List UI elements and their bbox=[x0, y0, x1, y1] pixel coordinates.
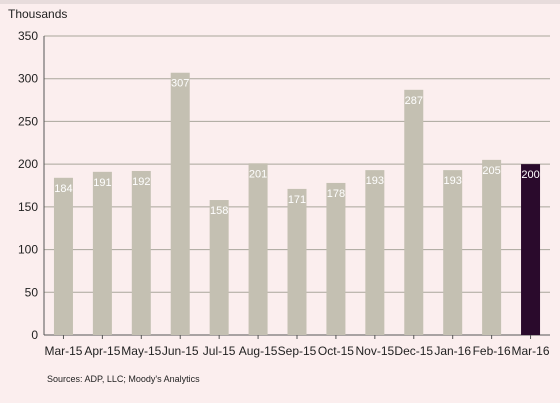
x-tick-label: Apr-15 bbox=[84, 344, 120, 358]
data-label: 201 bbox=[249, 168, 267, 180]
data-label: 193 bbox=[444, 175, 462, 187]
x-tick-label: Mar-15 bbox=[44, 344, 82, 358]
source-note: Sources: ADP, LLC; Moody's Analytics bbox=[47, 374, 200, 384]
bar bbox=[92, 171, 112, 335]
bar bbox=[365, 170, 385, 335]
y-tick-label: 0 bbox=[31, 328, 38, 342]
data-label: 205 bbox=[482, 165, 500, 177]
y-tick-label: 350 bbox=[18, 29, 38, 43]
y-tick-label: 300 bbox=[18, 72, 38, 86]
bar bbox=[53, 177, 73, 335]
y-tick-label: 50 bbox=[25, 285, 39, 299]
data-label: 184 bbox=[54, 183, 72, 195]
y-tick-label: 250 bbox=[18, 114, 38, 128]
x-tick-label: Jul-15 bbox=[203, 344, 236, 358]
data-label: 192 bbox=[132, 176, 150, 188]
data-label: 200 bbox=[521, 169, 539, 181]
bar bbox=[209, 200, 229, 335]
y-tick-label: 150 bbox=[18, 200, 38, 214]
x-tick-label: Oct-15 bbox=[318, 344, 354, 358]
y-tick-label: 100 bbox=[18, 243, 38, 257]
data-label: 178 bbox=[327, 188, 345, 200]
data-label: 193 bbox=[366, 175, 384, 187]
x-tick-label: Aug-15 bbox=[239, 344, 278, 358]
x-tick-label: May-15 bbox=[121, 344, 161, 358]
y-tick-label: 200 bbox=[18, 157, 38, 171]
bar bbox=[170, 72, 190, 335]
data-label: 287 bbox=[405, 95, 423, 107]
x-tick-label: Jan-16 bbox=[434, 344, 471, 358]
x-tick-label: Nov-15 bbox=[356, 344, 395, 358]
x-tick-label: Mar-16 bbox=[512, 344, 550, 358]
top-border bbox=[0, 0, 560, 4]
data-label: 158 bbox=[210, 205, 228, 217]
bar bbox=[482, 159, 502, 335]
bar bbox=[287, 188, 307, 335]
x-tick-label: Jun-15 bbox=[162, 344, 199, 358]
bar bbox=[404, 89, 424, 335]
bar bbox=[521, 164, 541, 335]
bar bbox=[131, 170, 151, 335]
bar bbox=[326, 182, 346, 335]
x-tick-label: Feb-16 bbox=[473, 344, 511, 358]
data-label: 307 bbox=[171, 78, 189, 90]
data-label: 171 bbox=[288, 194, 306, 206]
y-axis-label: Thousands bbox=[8, 7, 68, 21]
bar bbox=[443, 170, 463, 335]
bar bbox=[248, 163, 268, 335]
x-tick-label: Dec-15 bbox=[394, 344, 433, 358]
x-tick-label: Sep-15 bbox=[278, 344, 317, 358]
data-label: 191 bbox=[93, 177, 111, 189]
